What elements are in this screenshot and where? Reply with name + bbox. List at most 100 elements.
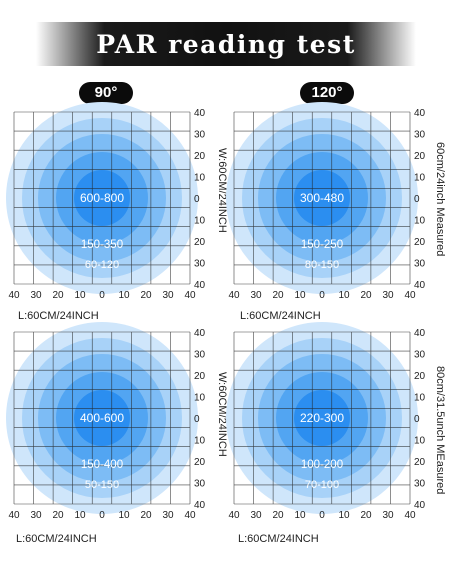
x-tick-label: 10 — [74, 510, 86, 521]
x-tick-label: 0 — [319, 510, 325, 521]
x-tick-label: 40 — [184, 510, 196, 521]
x-tick-label: 20 — [360, 290, 372, 301]
zone-label-outer: 80-150 — [305, 259, 339, 271]
ring-core — [294, 390, 350, 446]
x-tick-label: 10 — [118, 510, 130, 521]
x-tick-label: 30 — [162, 510, 174, 521]
y-tick-label: 10 — [194, 173, 206, 184]
y-tick-label: 40 — [194, 328, 206, 339]
x-tick-label: 20 — [272, 290, 284, 301]
x-tick-label: 10 — [338, 510, 350, 521]
par-chart-90-60cm: 600-800 150-350 60-120 40 30 20 10 0 10 20 30 40 40 3… — [6, 102, 206, 301]
y-tick-label: 20 — [414, 237, 426, 248]
zone-label-middle: 150-350 — [81, 239, 123, 251]
y-tick-label: 10 — [194, 393, 206, 404]
y-tick-label: 20 — [414, 371, 426, 382]
zone-label-outer: 60-120 — [85, 259, 119, 271]
y-tick-label: 0 — [194, 414, 200, 425]
grid — [13, 111, 191, 285]
x-tick-label: 40 — [228, 290, 240, 301]
x-tick-label: 20 — [140, 290, 152, 301]
x-tick-label: 40 — [8, 290, 20, 301]
zone-label-center: 400-600 — [80, 411, 124, 425]
y-tick-label: 40 — [414, 108, 426, 119]
y-tick-label: 10 — [414, 173, 426, 184]
measured-label: 60cm/24inch Measured — [434, 142, 446, 257]
measured-label: 80cm/31.5unch MEasured — [434, 366, 446, 495]
x-tick-label: 30 — [382, 290, 394, 301]
y-tick-label: 10 — [194, 436, 206, 447]
zone-label-center: 220-300 — [300, 411, 344, 425]
y-tick-label: 10 — [414, 393, 426, 404]
y-tick-label: 20 — [194, 237, 206, 248]
y-tick-label: 10 — [414, 216, 426, 227]
y-tick-label: 40 — [414, 280, 426, 291]
y-tick-label: 40 — [414, 500, 426, 511]
x-tick-label: 10 — [338, 290, 350, 301]
y-tick-label: 30 — [194, 479, 206, 490]
x-tick-label: 0 — [319, 290, 325, 301]
page-title: PAR reading test — [96, 29, 356, 59]
angle-badge-right: 120° — [300, 82, 354, 104]
x-tick-label: 20 — [360, 510, 372, 521]
y-tick-label: 40 — [194, 108, 206, 119]
angle-badge-left: 90° — [79, 82, 133, 104]
y-tick-label: 40 — [414, 328, 426, 339]
y-tick-label: 20 — [414, 457, 426, 468]
x-tick-label: 40 — [228, 510, 240, 521]
x-tick-label: 0 — [99, 510, 105, 521]
y-tick-label: 0 — [414, 414, 420, 425]
zone-label-center: 300-480 — [300, 191, 344, 205]
x-tick-label: 40 — [8, 510, 20, 521]
x-tick-label: 30 — [162, 290, 174, 301]
y-tick-label: 20 — [414, 151, 426, 162]
x-tick-label: 10 — [294, 290, 306, 301]
grid — [233, 111, 411, 285]
y-tick-label: 20 — [194, 457, 206, 468]
x-tick-label: 40 — [404, 290, 416, 301]
x-tick-label: 10 — [74, 290, 86, 301]
zone-label-middle: 150-400 — [81, 459, 123, 471]
x-tick-label: 30 — [30, 510, 42, 521]
y-tick-label: 10 — [414, 436, 426, 447]
x-tick-label: 20 — [52, 510, 64, 521]
zone-label-outer: 50-150 — [85, 479, 119, 491]
x-tick-label: 0 — [99, 290, 105, 301]
y-tick-label: 20 — [194, 371, 206, 382]
title-banner: PAR reading test — [36, 22, 416, 66]
length-label: L:60CM/24INCH — [238, 533, 319, 545]
y-tick-label: 30 — [194, 259, 206, 270]
x-tick-label: 30 — [250, 510, 262, 521]
width-label: W:60CM/24INCH — [216, 148, 228, 233]
y-tick-label: 30 — [414, 350, 426, 361]
length-label: L:60CM/24INCH — [240, 310, 321, 322]
x-tick-label: 10 — [294, 510, 306, 521]
ring-core — [74, 390, 130, 446]
zone-label-center: 600-800 — [80, 191, 124, 205]
y-tick-label: 30 — [414, 130, 426, 141]
y-tick-label: 30 — [414, 259, 426, 270]
y-tick-label: 0 — [194, 194, 200, 205]
x-tick-label: 20 — [140, 510, 152, 521]
ring-core — [294, 170, 350, 226]
zone-label-outer: 70-100 — [305, 479, 339, 491]
x-tick-label: 30 — [250, 290, 262, 301]
y-tick-label: 0 — [414, 194, 420, 205]
x-tick-label: 40 — [404, 510, 416, 521]
grid — [233, 331, 411, 505]
grid — [13, 331, 191, 505]
y-tick-label: 40 — [194, 500, 206, 511]
x-tick-label: 10 — [118, 290, 130, 301]
x-tick-label: 20 — [52, 290, 64, 301]
length-label: L:60CM/24INCH — [16, 533, 97, 545]
x-tick-label: 30 — [382, 510, 394, 521]
y-tick-label: 20 — [194, 151, 206, 162]
y-tick-label: 30 — [194, 130, 206, 141]
y-tick-label: 10 — [194, 216, 206, 227]
y-tick-label: 40 — [194, 280, 206, 291]
x-tick-label: 30 — [30, 290, 42, 301]
ring-core — [74, 170, 130, 226]
y-tick-label: 30 — [194, 350, 206, 361]
